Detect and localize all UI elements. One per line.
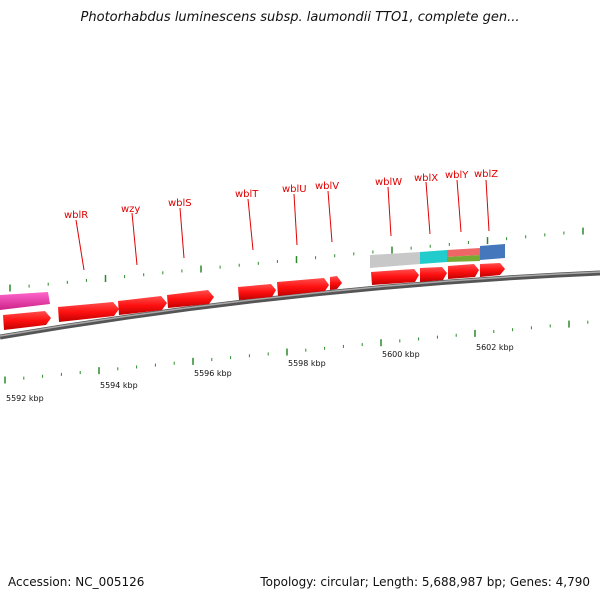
gene-arrow [420, 267, 447, 282]
gene-arrow [167, 290, 214, 308]
leader-line [75, 219, 85, 271]
olive-feature [447, 255, 480, 262]
scale-label-5600: 5600 kbp [382, 350, 420, 359]
leader-line [485, 179, 490, 232]
leader-line [456, 179, 462, 233]
gene-arrow [238, 284, 276, 300]
gene-label-wblY: wblY [445, 170, 469, 181]
genome-title: Photorhabdus luminescens subsp. laumondi… [80, 10, 520, 25]
pink-feature [0, 292, 50, 310]
scale-labels: 5592 kbp 5594 kbp 5596 kbp 5598 kbp 5600… [6, 343, 514, 403]
leader-line [425, 181, 431, 235]
salmon-feature [447, 248, 480, 257]
gene-label-wblR: wblR [64, 210, 88, 221]
gene-label-wblZ: wblZ [474, 169, 498, 180]
gene-label-wblW: wblW [375, 177, 402, 188]
blue-feature [480, 244, 505, 260]
leader-line [131, 212, 138, 266]
gene-label-wblT: wblT [235, 189, 259, 200]
gene-arrow [58, 302, 119, 322]
scale-label-5596: 5596 kbp [194, 369, 232, 378]
gene-label-wzy: wzy [121, 204, 140, 215]
gene-arrow [448, 264, 479, 279]
gene-arrows [3, 263, 505, 330]
cyan-feature [420, 250, 447, 264]
gene-arrow [480, 263, 505, 277]
gene-arrow [3, 311, 51, 330]
leader-line [247, 198, 254, 251]
gene-label-lines [75, 179, 490, 271]
inner-tick-row [4, 320, 589, 384]
leader-line [327, 190, 333, 243]
grey-feature [370, 252, 420, 268]
scale-label-5594: 5594 kbp [100, 381, 138, 390]
gene-arrow [330, 276, 342, 290]
scale-label-5598: 5598 kbp [288, 359, 326, 368]
colored-features [370, 244, 505, 268]
gene-label-wblS: wblS [168, 198, 192, 209]
leader-line [387, 186, 392, 237]
gene-label-wblU: wblU [282, 184, 307, 195]
gene-labels: wblR wzy wblS wblT wblU wblV wblW wblX w… [64, 169, 498, 221]
accession-label: Accession: NC_005126 [8, 575, 145, 589]
genome-summary: Topology: circular; Length: 5,688,987 bp… [260, 575, 590, 589]
gene-label-wblX: wblX [414, 173, 438, 184]
gene-arrow [371, 269, 419, 285]
genome-backbone [0, 270, 600, 340]
outer-tick-row [9, 227, 584, 292]
gene-arrow [277, 278, 329, 296]
scale-label-5592: 5592 kbp [6, 394, 44, 403]
gene-label-wblV: wblV [315, 181, 339, 192]
leader-line [179, 207, 185, 259]
leader-line [293, 193, 298, 246]
scale-label-5602: 5602 kbp [476, 343, 514, 352]
gene-arrow [118, 296, 167, 315]
